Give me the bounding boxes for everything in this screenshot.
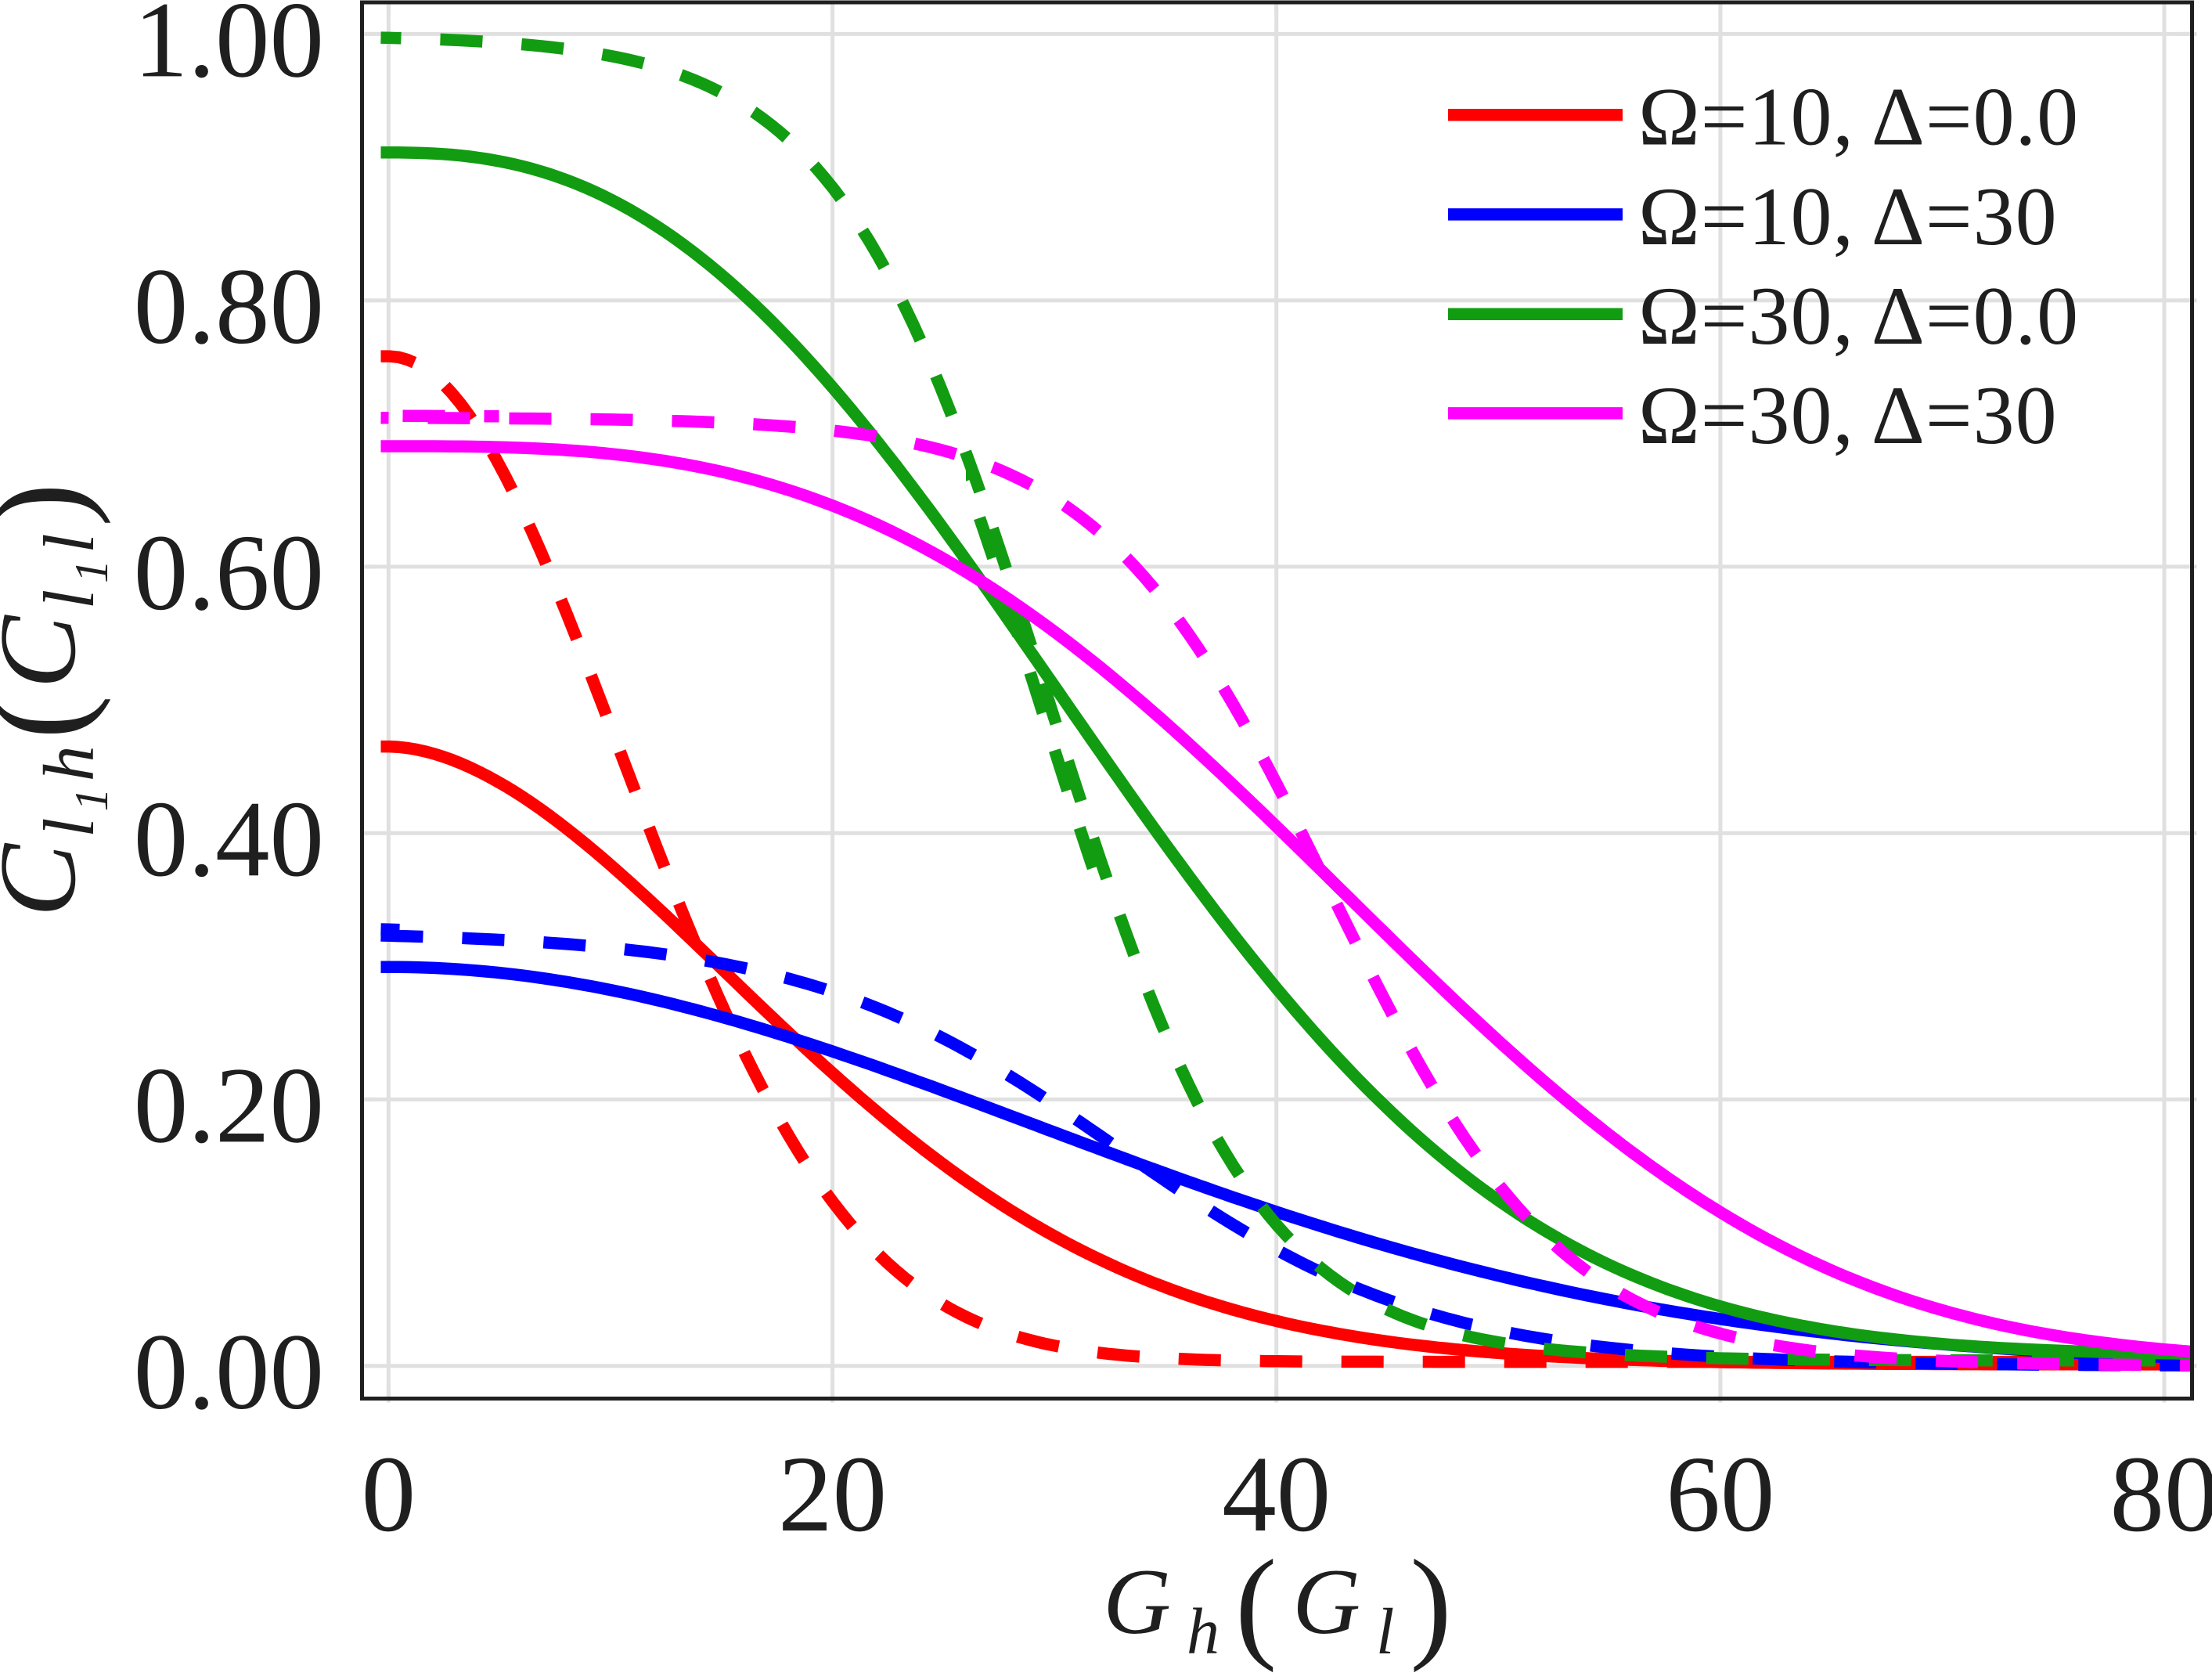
svg-text:0.00: 0.00 — [134, 1312, 324, 1433]
svg-text:60: 60 — [1666, 1434, 1774, 1555]
svg-text:80: 80 — [2110, 1434, 2212, 1555]
svg-text:0.40: 0.40 — [134, 779, 324, 899]
svg-text:Ω=10, Δ=0.0: Ω=10, Δ=0.0 — [1638, 71, 2079, 163]
svg-text:0: 0 — [362, 1434, 416, 1555]
svg-text:0.80: 0.80 — [134, 247, 324, 367]
svg-text:Ω=30, Δ=0.0: Ω=30, Δ=0.0 — [1638, 270, 2079, 362]
svg-text:0.20: 0.20 — [134, 1045, 324, 1166]
svg-text:1.00: 1.00 — [134, 0, 324, 100]
svg-text:Ω=30, Δ=30: Ω=30, Δ=30 — [1638, 370, 2058, 461]
svg-text:0.60: 0.60 — [134, 513, 324, 633]
svg-text:Ω=10, Δ=30: Ω=10, Δ=30 — [1638, 171, 2058, 262]
svg-text:Gh(Gl): Gh(Gl) — [1103, 1534, 1467, 1673]
svg-text:20: 20 — [778, 1434, 887, 1555]
